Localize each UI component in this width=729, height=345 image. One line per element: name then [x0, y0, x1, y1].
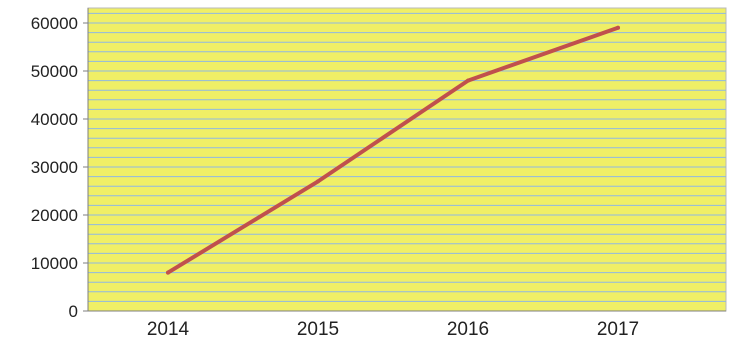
x-axis-tick-labels: 2014 2015 2016 2017: [147, 319, 639, 340]
data-point: [316, 179, 320, 184]
axes: [83, 8, 726, 312]
y-tick-label: 60000: [31, 14, 78, 33]
series-group: [166, 25, 620, 275]
y-tick-label: 40000: [31, 110, 78, 129]
y-tick-label: 20000: [31, 206, 78, 225]
y-tick-label: 30000: [31, 158, 78, 177]
x-tick-label: 2016: [447, 319, 489, 340]
y-tick-label: 50000: [31, 62, 78, 81]
x-tick-label: 2015: [297, 319, 339, 340]
y-tick-label: 0: [69, 302, 78, 321]
y-tick-label: 10000: [31, 254, 78, 273]
series-line: [166, 25, 620, 275]
data-point: [616, 25, 620, 30]
gridlines: [88, 12, 726, 302]
data-point: [166, 270, 170, 275]
data-point: [466, 78, 470, 83]
x-tick-label: 2017: [597, 319, 639, 340]
plot-area: [87, 7, 727, 312]
y-axis-tick-labels: 0 10000 20000 30000 40000 50000 60000: [31, 14, 78, 321]
x-tick-label: 2014: [147, 319, 190, 340]
